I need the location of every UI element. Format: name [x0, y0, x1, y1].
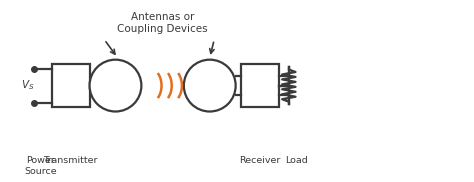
Text: Power
Source: Power Source — [24, 156, 57, 176]
Circle shape — [90, 60, 141, 112]
Text: Receiver: Receiver — [239, 156, 281, 165]
Text: $V_S$: $V_S$ — [21, 79, 35, 92]
Bar — [241, 64, 279, 107]
Bar — [52, 64, 90, 107]
Text: Transmitter: Transmitter — [43, 156, 98, 165]
Text: Antennas or
Coupling Devices: Antennas or Coupling Devices — [117, 12, 208, 34]
Text: Load: Load — [285, 156, 308, 165]
Circle shape — [184, 60, 236, 112]
